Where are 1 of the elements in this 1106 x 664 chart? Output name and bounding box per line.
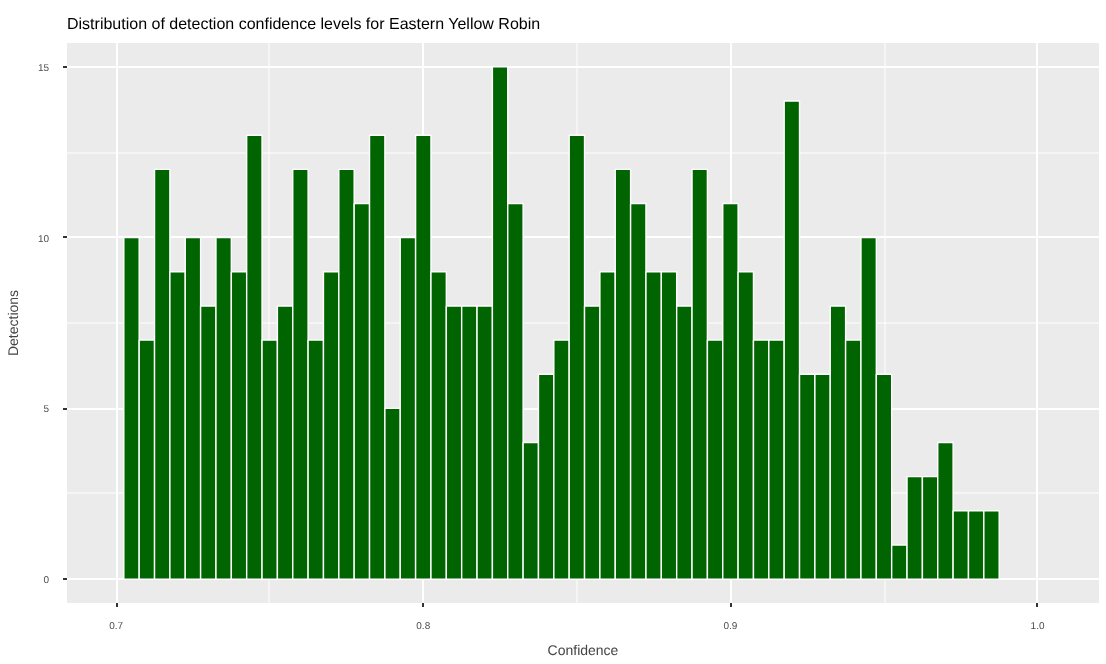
chart-title: Distribution of detection confidence levels for Eastern Yellow Robin	[67, 15, 541, 33]
